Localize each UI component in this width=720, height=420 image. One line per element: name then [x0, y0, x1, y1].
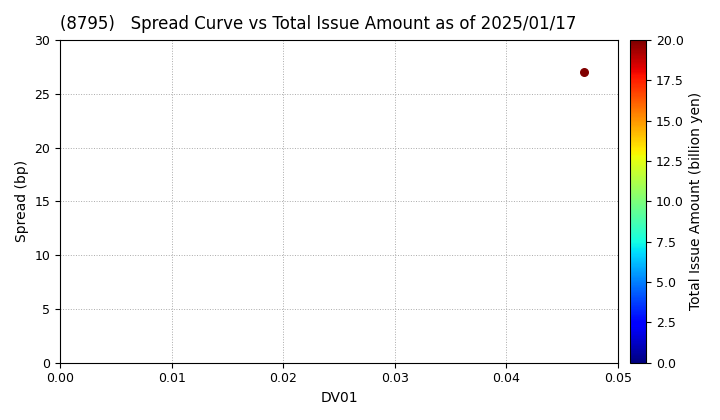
Point [579, 69, 590, 76]
X-axis label: DV01: DV01 [320, 391, 358, 405]
Y-axis label: Total Issue Amount (billion yen): Total Issue Amount (billion yen) [689, 92, 703, 310]
Text: (8795)   Spread Curve vs Total Issue Amount as of 2025/01/17: (8795) Spread Curve vs Total Issue Amoun… [60, 15, 577, 33]
Y-axis label: Spread (bp): Spread (bp) [15, 160, 29, 242]
